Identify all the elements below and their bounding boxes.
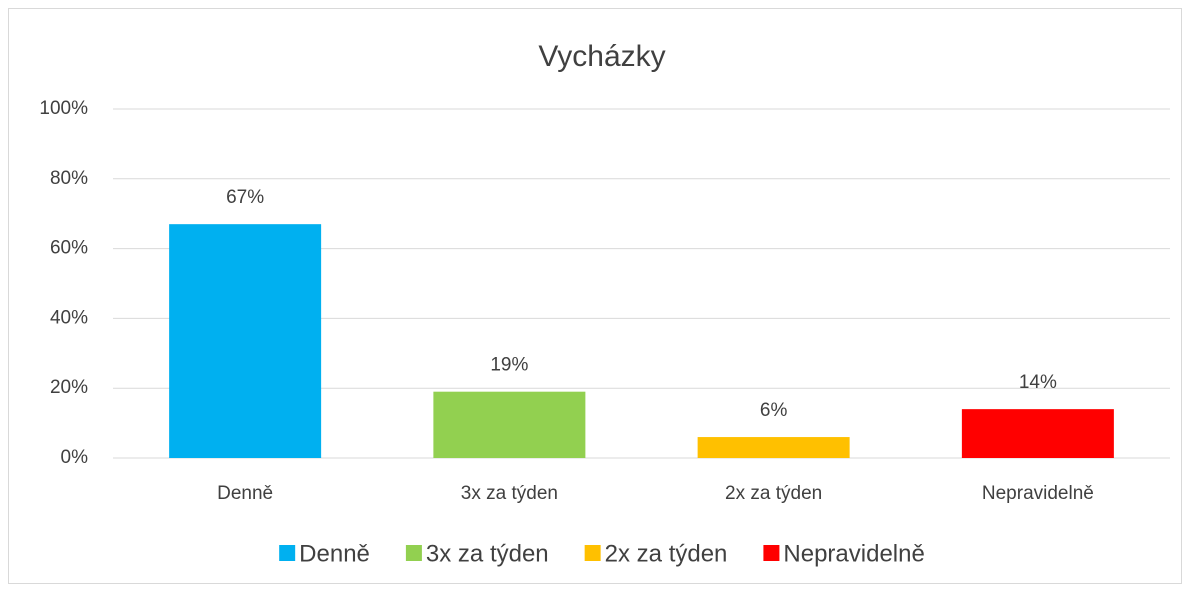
x-tick-label: Denně <box>217 483 273 504</box>
x-tick-label: 3x za týden <box>461 483 558 504</box>
x-tick-label: 2x za týden <box>725 483 822 504</box>
legend-swatch <box>405 545 422 561</box>
x-tick-label: Nepravidelně <box>982 483 1094 504</box>
data-label: 19% <box>490 355 528 376</box>
y-tick-label: 40% <box>50 307 88 328</box>
legend-label: Denně <box>299 540 370 567</box>
legend-label: 3x za týden <box>426 540 549 567</box>
data-label: 14% <box>1019 372 1057 393</box>
data-label: 67% <box>226 187 264 208</box>
legend-swatch <box>763 545 780 561</box>
y-tick-label: 80% <box>50 168 88 189</box>
y-tick-label: 100% <box>39 98 88 119</box>
y-tick-label: 20% <box>50 377 88 398</box>
legend-label: 2x za týden <box>605 540 728 567</box>
y-tick-label: 60% <box>50 238 88 259</box>
y-tick-label: 0% <box>61 447 89 468</box>
bar <box>697 437 850 458</box>
legend-label: Nepravidelně <box>783 540 924 567</box>
bar <box>433 391 586 458</box>
data-label: 6% <box>760 400 788 421</box>
chart-title: Vycházky <box>538 40 665 73</box>
legend-swatch <box>584 545 601 561</box>
legend-swatch <box>279 545 296 561</box>
bar <box>169 224 322 458</box>
bar <box>961 409 1114 458</box>
